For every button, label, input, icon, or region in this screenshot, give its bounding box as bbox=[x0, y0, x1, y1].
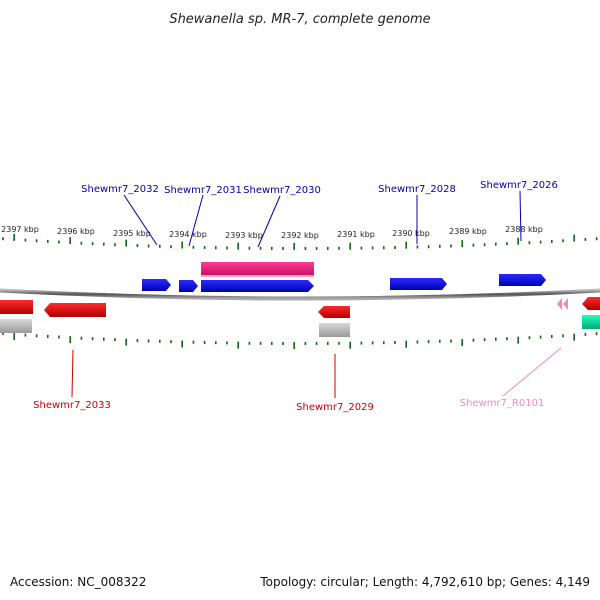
leader-line bbox=[519, 190, 522, 242]
cds-shewmr7-2029[interactable] bbox=[318, 306, 350, 318]
leader-line bbox=[188, 194, 204, 247]
leader-line bbox=[71, 349, 74, 398]
ruler-labels: 2397 kbp 2396 kbp 2395 kbp 2394 kbp 2393… bbox=[1, 225, 543, 240]
ruler-label-2390: 2390 kbp bbox=[392, 229, 430, 238]
reverse-gene-track bbox=[0, 315, 600, 337]
ruler-ticks-inner bbox=[2, 332, 598, 349]
accession-text: Accession: NC_008322 bbox=[10, 575, 146, 589]
gene-label-shewmr7-2030[interactable]: Shewmr7_2030 bbox=[243, 185, 321, 196]
gene-feature-shewmr7-2030[interactable] bbox=[201, 262, 314, 276]
ruler-label-2395: 2395 kbp bbox=[113, 229, 151, 238]
gene-label-shewmr7-r0101[interactable]: Shewmr7_R0101 bbox=[460, 398, 545, 409]
ruler-label-2392: 2392 kbp bbox=[281, 231, 319, 240]
gene-feature-shewmr7-2034[interactable] bbox=[0, 319, 32, 333]
cds-shewmr7-2032[interactable] bbox=[142, 279, 171, 291]
cds-shewmr7-2030[interactable] bbox=[201, 280, 314, 292]
cds-shewmr7-2034[interactable] bbox=[0, 300, 33, 314]
ruler-label-2394: 2394 kbp bbox=[169, 230, 207, 239]
gene-label-shewmr7-2031[interactable]: Shewmr7_2031 bbox=[164, 185, 242, 196]
ruler-label-2397: 2397 kbp bbox=[1, 225, 39, 234]
genome-title: Shewanella sp. MR-7, complete genome bbox=[169, 12, 430, 27]
gene-label-shewmr7-2026[interactable]: Shewmr7_2026 bbox=[480, 180, 558, 191]
gene-label-shewmr7-2033[interactable]: Shewmr7_2033 bbox=[33, 400, 111, 411]
forward-gene-track bbox=[201, 262, 314, 277]
cds-shewmr7-2025[interactable] bbox=[582, 297, 600, 310]
cds-shewmr7-2031[interactable] bbox=[179, 280, 198, 292]
gene-labels: Shewmr7_2032 Shewmr7_2031 Shewmr7_2030 S… bbox=[33, 180, 558, 413]
reverse-rna-track bbox=[557, 298, 568, 310]
forward-cds-track bbox=[142, 274, 546, 292]
label-leader-lines bbox=[71, 190, 562, 398]
ruler-label-2393: 2393 kbp bbox=[225, 231, 263, 240]
leader-line bbox=[123, 194, 158, 246]
cds-shewmr7-2028[interactable] bbox=[390, 278, 447, 290]
leader-line bbox=[502, 347, 562, 397]
gene-feature-shewmr7-r0101[interactable] bbox=[582, 315, 600, 329]
cds-shewmr7-2033[interactable] bbox=[44, 303, 106, 317]
gene-label-shewmr7-2029[interactable]: Shewmr7_2029 bbox=[296, 402, 374, 413]
genome-summary-text: Topology: circular; Length: 4,792,610 bp… bbox=[259, 575, 590, 589]
ruler-ticks-outer bbox=[2, 233, 598, 250]
ruler-label-2396: 2396 kbp bbox=[57, 227, 95, 236]
rna-shewmr7-r0101[interactable] bbox=[557, 298, 568, 310]
genome-backbone bbox=[0, 288, 600, 301]
ruler-label-2388: 2388 kbp bbox=[505, 225, 543, 234]
reverse-cds-track bbox=[0, 297, 600, 318]
gene-feature-shewmr7-2029[interactable] bbox=[319, 323, 350, 337]
cds-shewmr7-2026[interactable] bbox=[499, 274, 546, 286]
ruler-label-2391: 2391 kbp bbox=[337, 230, 375, 239]
gene-label-shewmr7-2032[interactable]: Shewmr7_2032 bbox=[81, 184, 159, 195]
gene-feature-shadow bbox=[201, 275, 314, 277]
leader-line bbox=[257, 195, 281, 248]
ruler-label-2389: 2389 kbp bbox=[449, 227, 487, 236]
gene-label-shewmr7-2028[interactable]: Shewmr7_2028 bbox=[378, 184, 456, 195]
